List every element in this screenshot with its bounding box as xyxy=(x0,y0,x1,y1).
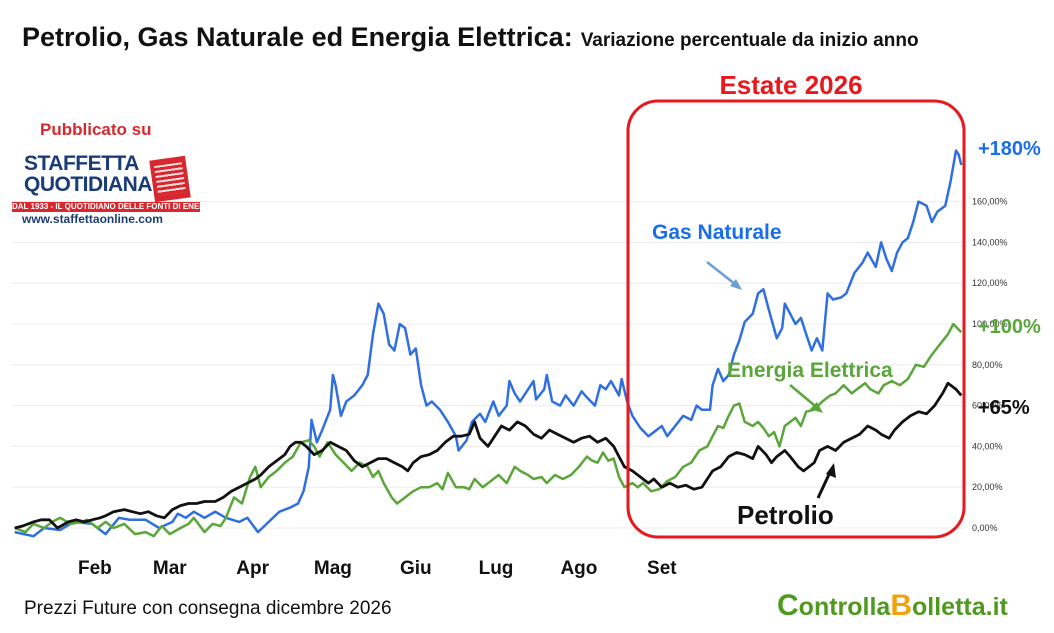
x-tick-label: Ago xyxy=(560,558,597,579)
end-labels: +180% +100% +65% xyxy=(978,138,1041,419)
brand-part2: ontrolla xyxy=(798,593,891,621)
y-tick-label: 140,00% xyxy=(972,237,1008,247)
publisher-name-line1: STAFFETTA xyxy=(24,152,139,175)
brand-logo: ControllaBolletta.it xyxy=(777,589,1008,623)
series-line-petrolio xyxy=(14,381,963,530)
publisher-url: www.staffettaonline.com xyxy=(22,212,163,226)
y-tick-label: 160,00% xyxy=(972,197,1008,207)
x-tick-label: Apr xyxy=(236,558,269,579)
annotation-energia-elettrica: Energia Elettrica xyxy=(727,359,893,382)
x-tick-label: Lug xyxy=(479,558,514,579)
x-tick-labels: Feb Mar Apr Mag Giu Lug Ago Set xyxy=(78,558,677,579)
y-tick-label: 80,00% xyxy=(972,360,1003,370)
annotation-arrowhead-gas xyxy=(730,279,742,290)
end-label: +180% xyxy=(978,138,1041,160)
end-label: +65% xyxy=(978,397,1030,419)
end-label: +100% xyxy=(978,316,1041,338)
series-lines xyxy=(14,149,963,538)
annotation-arrowhead-petrolio xyxy=(826,463,836,478)
y-tick-labels: 0,00% 20,00% 40,00% 60,00% 80,00% 100,00% 120,… xyxy=(972,197,1008,533)
publisher-label: Pubblicato su xyxy=(40,120,152,139)
x-tick-label: Feb xyxy=(78,558,112,579)
brand-part3: B xyxy=(890,589,913,622)
y-tick-label: 100,00% xyxy=(972,319,1008,329)
y-tick-label: 60,00% xyxy=(972,401,1003,411)
x-tick-label: Mar xyxy=(153,558,187,579)
chart-title: Petrolio, Gas Naturale ed Energia Elettr… xyxy=(22,22,919,53)
booklet-lines-icon xyxy=(154,162,186,196)
annotation-petrolio: Petrolio xyxy=(737,500,834,530)
series-line-energia-elettrica xyxy=(14,322,963,538)
brand-part1: C xyxy=(777,589,799,622)
annotation-gas-naturale: Gas Naturale xyxy=(652,221,782,244)
footer-note: Prezzi Future con consegna dicembre 2026 xyxy=(24,598,392,619)
x-tick-label: Mag xyxy=(314,558,352,579)
publisher-logo: Pubblicato su STAFFETTA QUOTIDIANA DAL 1… xyxy=(12,120,202,230)
title-main: Petrolio, Gas Naturale ed Energia Elettr… xyxy=(22,22,573,52)
grid-lines xyxy=(12,201,964,529)
summer-highlight-label: Estate 2026 xyxy=(719,70,862,100)
y-tick-label: 40,00% xyxy=(972,441,1003,451)
publisher-name: STAFFETTA QUOTIDIANA xyxy=(24,152,153,196)
y-tick-label: 0,00% xyxy=(972,523,998,533)
x-tick-label: Giu xyxy=(400,558,432,579)
title-subtitle: Variazione percentuale da inizio anno xyxy=(580,30,919,51)
series-line-gas-naturale xyxy=(14,149,963,538)
publisher-ribbon: DAL 1933 - IL QUOTIDIANO DELLE FONTI DI … xyxy=(12,202,200,212)
y-tick-label: 120,00% xyxy=(972,278,1008,288)
brand-part4: olletta.it xyxy=(912,593,1008,621)
annotation-arrowhead-energia xyxy=(810,402,823,413)
publisher-name-line2: QUOTIDIANA xyxy=(24,173,153,196)
y-tick-label: 20,00% xyxy=(972,482,1003,492)
series-annotations: Gas Naturale Energia Elettrica Petrolio xyxy=(652,221,893,530)
x-tick-label: Set xyxy=(647,558,677,579)
summer-highlight-box xyxy=(626,99,966,539)
